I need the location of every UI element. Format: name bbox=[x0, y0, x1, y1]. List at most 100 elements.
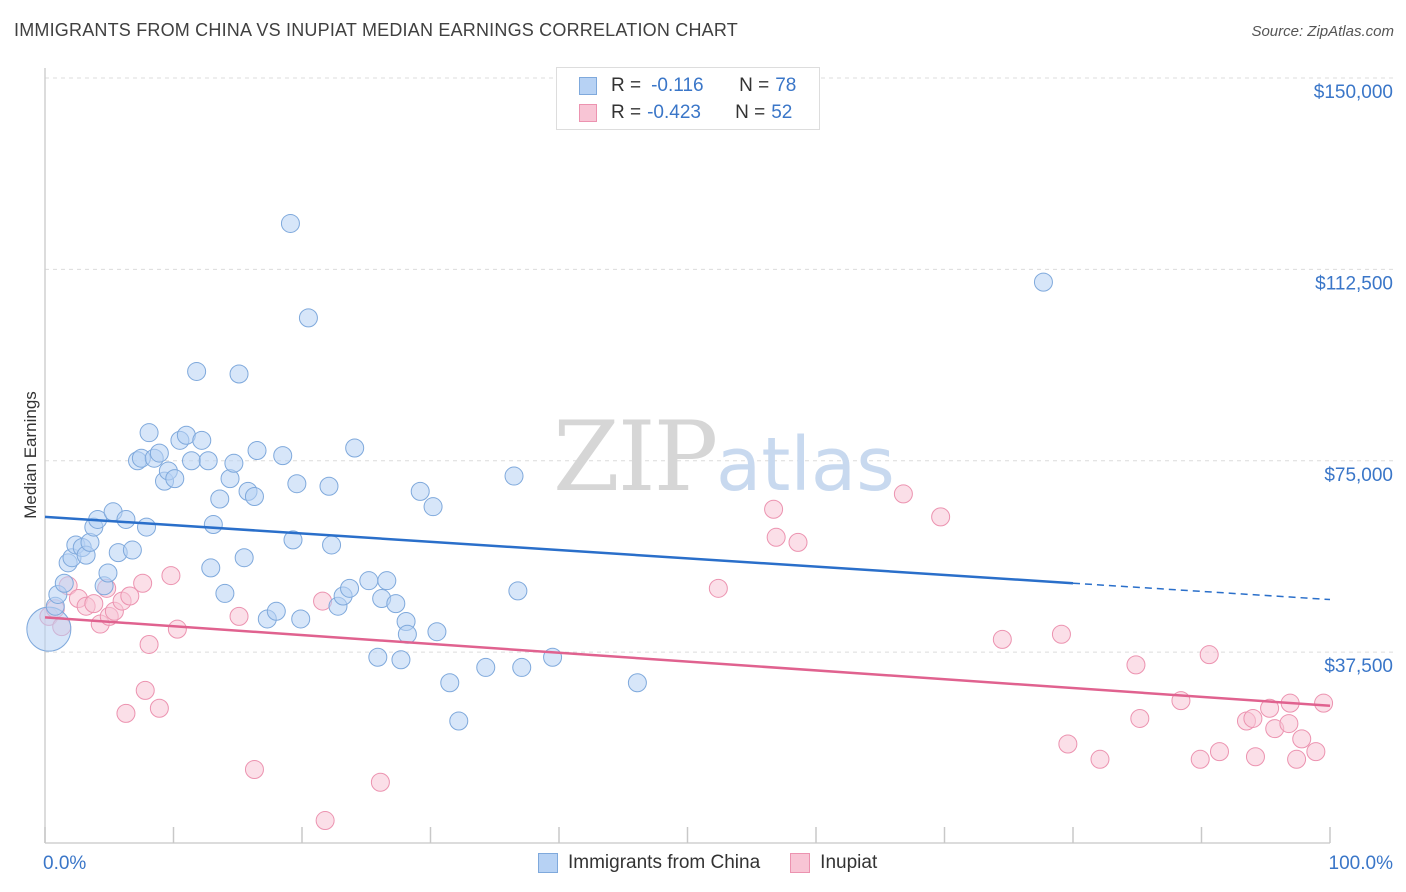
axes-layer bbox=[44, 68, 1331, 844]
inupiat-point bbox=[1306, 742, 1326, 762]
china-point bbox=[244, 486, 264, 506]
china-point bbox=[345, 438, 365, 458]
legend-china-swatch bbox=[538, 853, 558, 873]
inupiat-point bbox=[139, 634, 159, 654]
china-point bbox=[298, 308, 318, 328]
inupiat-point bbox=[1090, 749, 1110, 769]
inupiat-point bbox=[1058, 734, 1078, 754]
china-point bbox=[215, 583, 235, 603]
china-point bbox=[368, 647, 388, 667]
inupiat-point bbox=[1051, 624, 1071, 644]
inupiat-point bbox=[1260, 698, 1280, 718]
china-point bbox=[386, 594, 406, 614]
inupiat-point bbox=[244, 760, 264, 780]
watermark: ZIP atlas bbox=[553, 401, 895, 513]
legend-inupiat-swatch bbox=[790, 853, 811, 873]
inupiat-point bbox=[1287, 749, 1307, 769]
inupiat-point bbox=[1209, 742, 1229, 762]
inupiat-point bbox=[931, 507, 951, 527]
china-point bbox=[210, 489, 230, 509]
china-point bbox=[234, 548, 254, 568]
trend-layer bbox=[44, 515, 1331, 707]
china-point bbox=[512, 657, 532, 677]
china-point bbox=[359, 571, 379, 591]
inupiat-point bbox=[1279, 714, 1299, 734]
inupiat-point bbox=[764, 499, 784, 519]
inupiat-n-label: N = bbox=[735, 102, 766, 123]
inupiat-point bbox=[135, 680, 155, 700]
inupiat-point bbox=[1190, 749, 1210, 769]
y-axis-label: Median Earnings bbox=[21, 391, 40, 519]
china-point bbox=[280, 213, 300, 233]
china-point bbox=[54, 573, 74, 593]
inupiat-point bbox=[1314, 693, 1334, 713]
inupiat-point bbox=[315, 811, 335, 831]
y-tick-label: $75,000 bbox=[1324, 465, 1393, 486]
inupiat-point bbox=[370, 772, 390, 792]
y-tick-label: $112,500 bbox=[1315, 273, 1393, 294]
china-n-label: N = bbox=[739, 75, 770, 96]
legend-row-china: R = -0.116 N = 78 bbox=[579, 73, 797, 99]
china-swatch bbox=[579, 77, 597, 95]
china-point bbox=[98, 563, 118, 583]
inupiat-swatch bbox=[579, 104, 597, 122]
legend-item-china[interactable]: Immigrants from China bbox=[538, 852, 760, 874]
inupiat-point bbox=[84, 594, 104, 614]
inupiat-point bbox=[1292, 729, 1312, 749]
inupiat-point bbox=[1199, 645, 1219, 665]
china-point bbox=[139, 423, 159, 443]
y-tick-label: $37,500 bbox=[1324, 656, 1393, 677]
china-point bbox=[26, 606, 72, 652]
inupiat-point bbox=[116, 703, 136, 723]
china-point bbox=[247, 441, 267, 461]
y-tick-label: $150,000 bbox=[1314, 82, 1393, 103]
inupiat-r-label: R = bbox=[611, 102, 642, 123]
watermark-atlas: atlas bbox=[716, 422, 895, 508]
inupiat-point bbox=[893, 484, 913, 504]
china-point bbox=[449, 711, 469, 731]
china-point bbox=[229, 364, 249, 384]
china-point bbox=[322, 535, 342, 555]
inupiat-point bbox=[1243, 708, 1263, 728]
china-point bbox=[187, 361, 207, 381]
inupiat-point bbox=[766, 527, 786, 547]
series-legend: Immigrants from China Inupiat bbox=[538, 852, 907, 874]
china-r-label: R = bbox=[611, 75, 642, 96]
china-point bbox=[181, 451, 201, 471]
legend-item-inupiat[interactable]: Inupiat bbox=[790, 852, 877, 874]
china-point bbox=[427, 622, 447, 642]
china-point bbox=[440, 673, 460, 693]
china-point bbox=[122, 540, 142, 560]
inupiat-point bbox=[120, 586, 140, 606]
china-point bbox=[504, 466, 524, 486]
china-point bbox=[291, 609, 311, 629]
inupiat-point bbox=[133, 573, 153, 593]
inupiat-n-value: 52 bbox=[771, 102, 793, 123]
china-point bbox=[149, 443, 169, 463]
china-point bbox=[266, 601, 286, 621]
inupiat-point bbox=[788, 532, 808, 552]
china-trend-line bbox=[44, 515, 1074, 585]
china-point bbox=[224, 453, 244, 473]
china-point bbox=[287, 474, 307, 494]
watermark-zip: ZIP bbox=[553, 401, 716, 513]
legend-inupiat-label: Inupiat bbox=[820, 852, 878, 873]
points-layer bbox=[26, 213, 1334, 831]
china-point bbox=[391, 650, 411, 670]
china-point bbox=[203, 515, 223, 535]
inupiat-point bbox=[708, 578, 728, 598]
china-n-value: 78 bbox=[775, 75, 797, 96]
chart-title: IMMIGRANTS FROM CHINA VS INUPIAT MEDIAN … bbox=[14, 20, 738, 40]
china-point bbox=[165, 469, 185, 489]
inupiat-point bbox=[1126, 655, 1146, 675]
inupiat-point bbox=[1130, 708, 1150, 728]
inupiat-point bbox=[1245, 747, 1265, 767]
x-tick-label-min: 0.0% bbox=[43, 853, 86, 874]
china-point bbox=[627, 673, 647, 693]
inupiat-point bbox=[161, 566, 181, 586]
source-label: Source: ZipAtlas.com bbox=[1251, 23, 1394, 40]
inupiat-point bbox=[992, 629, 1012, 649]
inupiat-point bbox=[167, 619, 187, 639]
china-point bbox=[198, 451, 218, 471]
